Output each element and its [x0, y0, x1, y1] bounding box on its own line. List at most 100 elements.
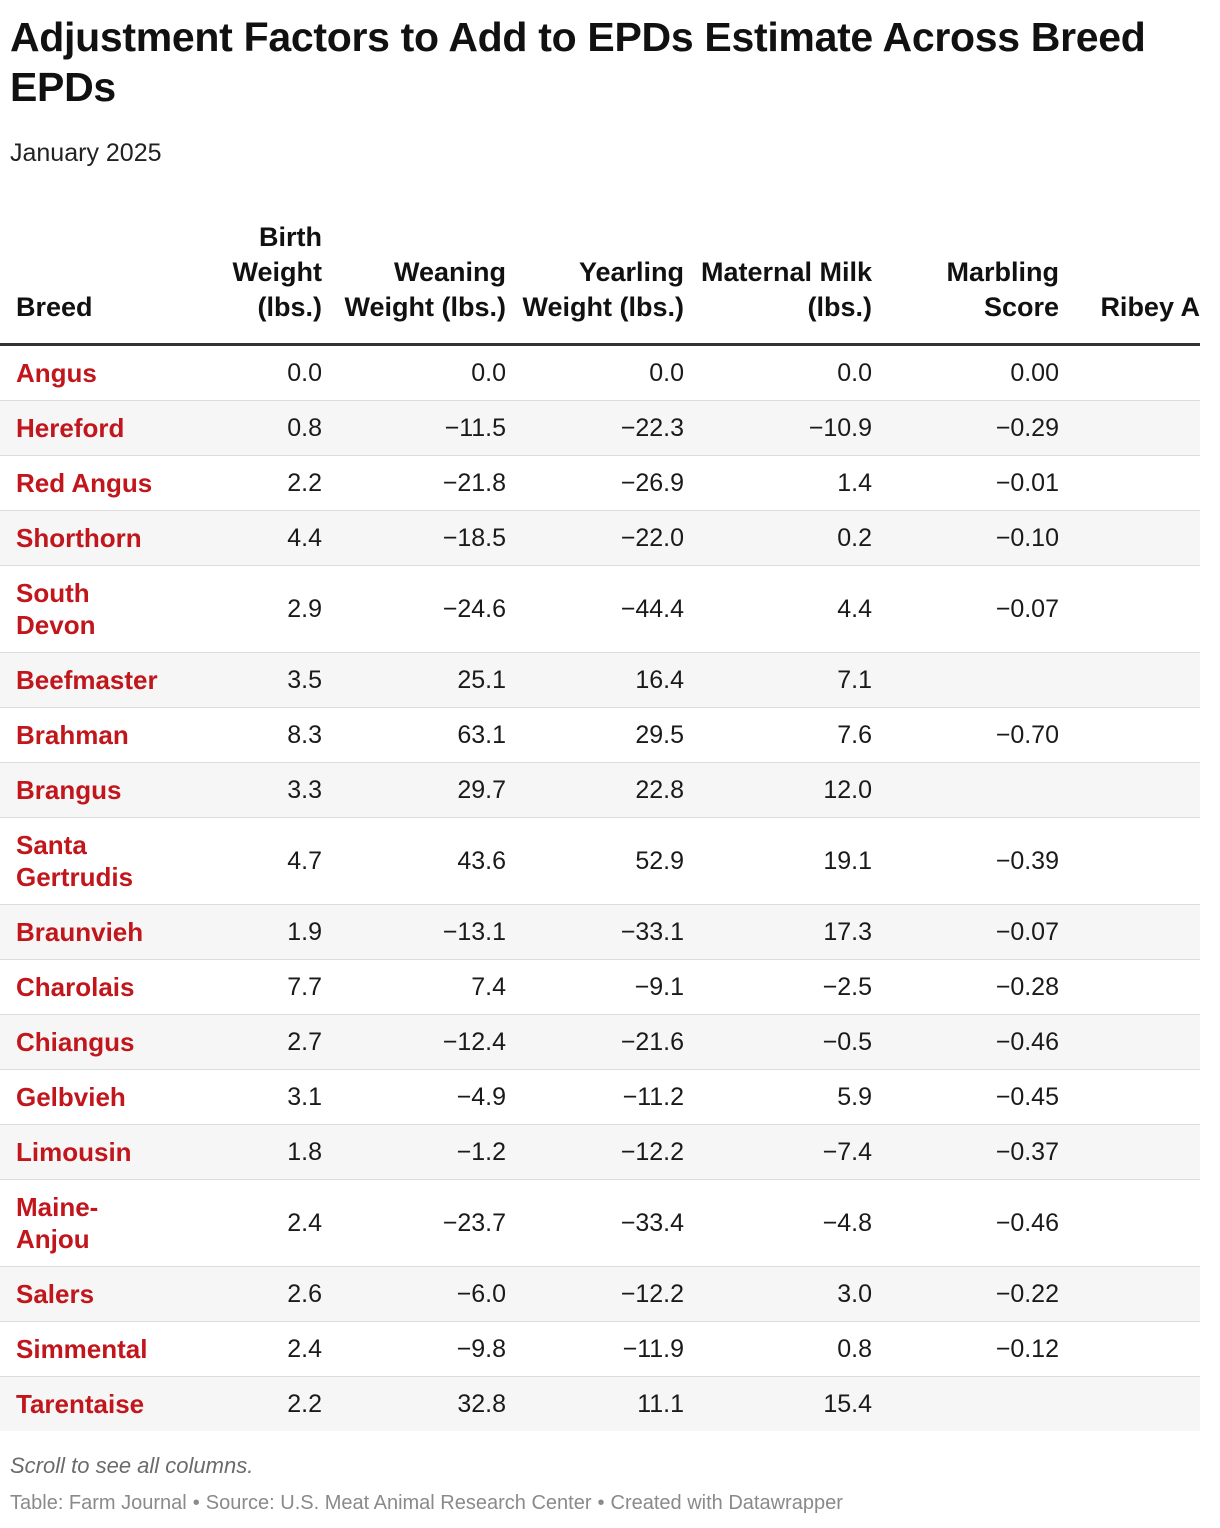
value-cell: −22.0	[506, 510, 684, 566]
value-cell: 2.2	[171, 1376, 322, 1431]
value-cell: 0.3	[1059, 510, 1200, 566]
value-cell: 2.7	[171, 1014, 322, 1070]
value-cell: −0.39	[872, 817, 1059, 905]
column-header: Marbling Score	[872, 200, 1059, 346]
value-cell: 0.00	[872, 344, 1059, 401]
value-cell: 32.8	[322, 1376, 506, 1431]
value-cell: 4.7	[171, 817, 322, 905]
breed-name-cell: Shorthorn	[0, 510, 171, 566]
value-cell: 0.8	[684, 1321, 872, 1377]
value-cell: 1.9	[171, 904, 322, 960]
value-cell: 29.7	[322, 762, 506, 818]
value-cell: −12.4	[322, 1014, 506, 1070]
footer: Table: Farm Journal • Source: U.S. Meat An…	[10, 1492, 843, 1515]
value-cell: −21.6	[506, 1014, 684, 1070]
value-cell: −9.1	[506, 959, 684, 1015]
footer-separator: •	[192, 1492, 200, 1514]
value-cell: −26.9	[506, 455, 684, 511]
breed-name-cell: Brangus	[0, 762, 171, 818]
value-cell: −0.45	[872, 1069, 1059, 1125]
column-header: Birth Weight (lbs.)	[171, 200, 322, 346]
value-cell: 8.3	[171, 707, 322, 763]
chart-container: Adjustment Factors to Add to EPDs Estima…	[10, 0, 1220, 168]
value-cell: −0.46	[872, 1014, 1059, 1070]
value-cell: −11.5	[322, 400, 506, 456]
value-cell: 0.9	[1059, 1179, 1200, 1267]
value-cell: 2.6	[171, 1266, 322, 1322]
breed-name-cell: Chiangus	[0, 1014, 171, 1070]
value-cell: −10.9	[684, 400, 872, 456]
value-cell: 0.2	[684, 510, 872, 566]
table-row: Beefmaster 3.5 25.1 16.4 7.1	[0, 652, 1200, 708]
value-cell: 1.8	[171, 1124, 322, 1180]
value-cell: −33.4	[506, 1179, 684, 1267]
value-cell: 0.5	[1059, 1014, 1200, 1070]
value-cell	[872, 652, 1059, 708]
value-cell: 16.4	[506, 652, 684, 708]
breed-name-cell: Angus	[0, 344, 171, 401]
value-cell: 3.1	[171, 1069, 322, 1125]
breed-name-cell: Braunvieh	[0, 904, 171, 960]
value-cell: 12.0	[684, 762, 872, 818]
column-header: Yearling Weight (lbs.)	[506, 200, 684, 346]
chart-title: Adjustment Factors to Add to EPDs Estima…	[10, 14, 1146, 110]
value-cell: −0.12	[872, 1321, 1059, 1377]
value-cell: −0.10	[872, 510, 1059, 566]
value-cell: 2.4	[171, 1321, 322, 1377]
value-cell: 29.5	[506, 707, 684, 763]
value-cell: 0.5	[1059, 1266, 1200, 1322]
value-cell: −11.2	[506, 1069, 684, 1125]
value-cell: −11.9	[506, 1321, 684, 1377]
value-cell: 0.0	[171, 344, 322, 401]
chart-subtitle: January 2025	[10, 139, 162, 167]
breed-name-cell: Tarentaise	[0, 1376, 171, 1431]
column-header: Weaning Weight (lbs.)	[322, 200, 506, 346]
value-cell: −44.4	[506, 565, 684, 653]
value-cell: 25.1	[322, 652, 506, 708]
value-cell: 52.9	[506, 817, 684, 905]
value-cell: 0.1	[1059, 707, 1200, 763]
footer-separator: •	[597, 1492, 605, 1514]
value-cell: 3.0	[684, 1266, 872, 1322]
value-cell: 15.4	[684, 1376, 872, 1431]
table-row: Tarentaise 2.2 32.8 11.1 15.4	[0, 1376, 1200, 1431]
value-cell: 0.0	[684, 344, 872, 401]
value-cell: 63.1	[322, 707, 506, 763]
value-cell	[1059, 652, 1200, 708]
value-cell: −12.2	[506, 1124, 684, 1180]
value-cell: 0.6	[1059, 1069, 1200, 1125]
value-cell: 11.1	[506, 1376, 684, 1431]
value-cell: −21.8	[322, 455, 506, 511]
value-cell: −6.0	[322, 1266, 506, 1322]
value-cell: 22.8	[506, 762, 684, 818]
value-cell	[872, 762, 1059, 818]
value-cell: −12.2	[506, 1266, 684, 1322]
value-cell: −0.46	[872, 1179, 1059, 1267]
table-scroll-area[interactable]: Breed Birth Weight (lbs.) Weaning Weight (…	[0, 200, 1200, 1431]
footer-source: Source: U.S. Meat Animal Research Center	[205, 1492, 592, 1514]
value-cell: 7.7	[171, 959, 322, 1015]
breed-name-cell: Santa Gertrudis	[0, 817, 171, 905]
footer-created-with[interactable]: Created with Datawrapper	[610, 1492, 843, 1514]
value-cell: −4.9	[322, 1069, 506, 1125]
breed-name-cell: South Devon	[0, 565, 171, 653]
value-cell: −24.6	[322, 565, 506, 653]
value-cell: −0.70	[872, 707, 1059, 763]
value-cell: −0.01	[872, 455, 1059, 511]
value-cell: 0.0	[1059, 400, 1200, 456]
value-cell: 7.1	[684, 652, 872, 708]
breed-name-cell: Red Angus	[0, 455, 171, 511]
value-cell: 0.0	[322, 344, 506, 401]
breed-name-cell: Beefmaster	[0, 652, 171, 708]
value-cell: 7.6	[684, 707, 872, 763]
value-cell: −33.1	[506, 904, 684, 960]
value-cell	[1059, 1376, 1200, 1431]
